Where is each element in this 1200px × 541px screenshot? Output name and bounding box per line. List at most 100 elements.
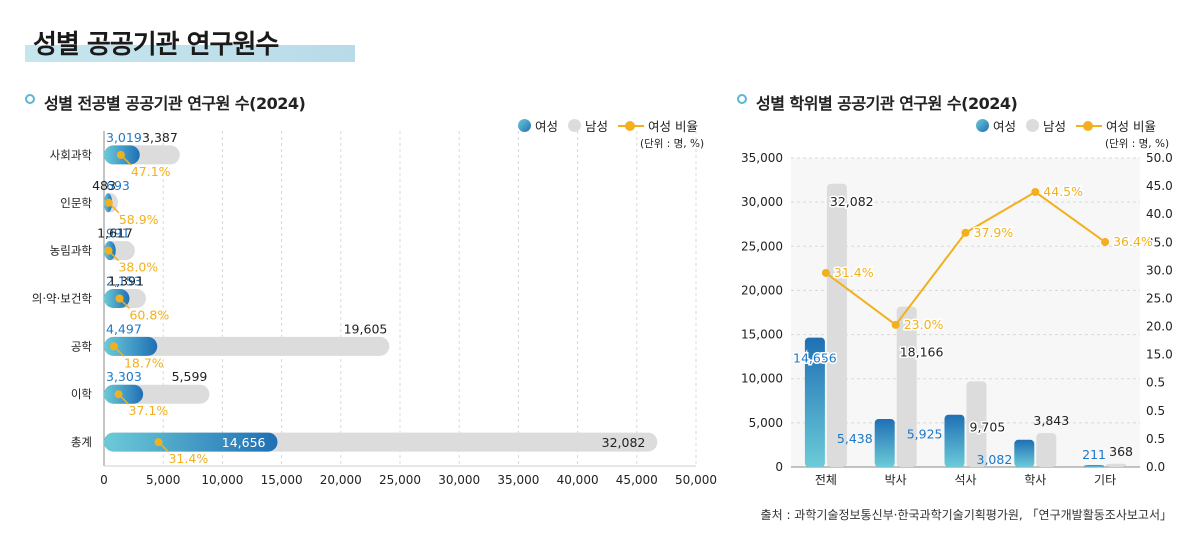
male-swatch-icon (568, 119, 582, 132)
female-bar (944, 414, 965, 467)
category-label: 박사 (885, 473, 907, 487)
ratio-point (154, 438, 163, 447)
female-value-label: 5,438 (837, 431, 873, 446)
y2-tick-label: 40.0 (1146, 207, 1173, 221)
ratio-point (109, 342, 118, 351)
category-label: 농림과학 (50, 244, 93, 258)
y2-tick-label: 0.0 (1146, 460, 1165, 474)
female-value-label: 14,656 (222, 435, 266, 450)
female-bar (1084, 465, 1105, 467)
female-value-label: 4,497 (106, 321, 142, 336)
category-label: 인문학 (60, 196, 92, 210)
section-bullet-icon (25, 94, 35, 104)
x-tick-label: 40,000 (557, 473, 599, 487)
ratio-value-label: 60.8% (129, 308, 169, 323)
ratio-point (116, 150, 125, 159)
title-highlight (25, 45, 355, 62)
y-tick-label: 25,000 (741, 239, 783, 253)
male-bar (1106, 463, 1127, 467)
ratio-value-label: 31.4% (168, 451, 208, 466)
section-bullet-icon (737, 94, 747, 104)
male-value-label: 3,843 (1033, 413, 1069, 428)
male-bar (896, 306, 917, 467)
x-tick-label: 5,000 (146, 473, 180, 487)
category-label: 의·약·보건학 (32, 292, 93, 306)
legend-ratio: 여성 비율 (1076, 116, 1156, 135)
female-bar (104, 384, 144, 404)
legend-female: 여성 (976, 116, 1016, 135)
female-value-label: 3,082 (977, 452, 1013, 467)
y2-tick-label: 25.0 (1146, 291, 1173, 305)
left-unit-label: (단위 : 명, %) (640, 138, 705, 150)
x-tick-label: 10,000 (201, 473, 243, 487)
female-swatch-icon (518, 119, 531, 132)
male-value-label: 32,082 (602, 435, 646, 450)
female-bar (804, 337, 825, 467)
female-value-label: 14,656 (793, 351, 837, 366)
male-bar (104, 336, 390, 356)
y-tick-label: 30,000 (741, 195, 783, 209)
ratio-value-label: 44.5% (1043, 184, 1083, 199)
left-chart-title: 성별 전공별 공공기관 연구원 수(2024) (44, 94, 306, 113)
male-value-label: 1,617 (97, 226, 133, 241)
x-tick-label: 20,000 (320, 473, 362, 487)
category-label: 공학 (71, 339, 93, 353)
y-tick-label: 5,000 (749, 416, 783, 430)
y2-tick-label: 30.0 (1146, 263, 1173, 277)
ratio-point (104, 198, 113, 207)
female-value-label: 2,153 (106, 274, 142, 289)
y2-tick-label: 15.0 (1146, 348, 1173, 362)
male-bar (966, 381, 987, 467)
female-value-label: 991 (106, 226, 130, 241)
female-value-label: 211 (1082, 447, 1106, 462)
ratio-value-label: 47.1% (131, 164, 171, 179)
category-label: 사회과학 (50, 148, 93, 162)
ratio-line-icon (618, 119, 645, 132)
female-value-label: 3,019 (106, 130, 142, 145)
x-tick-label: 30,000 (438, 473, 480, 487)
legend-ratio: 여성 비율 (618, 116, 698, 135)
category-label: 석사 (954, 473, 976, 487)
male-value-label: 5,599 (172, 369, 208, 384)
ratio-value-label: 23.0% (904, 317, 944, 332)
ratio-value-label: 36.4% (1113, 234, 1153, 249)
ratio-point (1101, 238, 1110, 247)
left-legend: 여성 남성 여성 비율 (508, 116, 698, 135)
ratio-point (961, 228, 970, 237)
male-value-label: 19,605 (344, 321, 388, 336)
source-note: 출처 : 과학기술정보통신부·한국과학기술기획평가원, 「연구개발활동조사보고서… (760, 508, 1172, 522)
page-title: 성별 공공기관 연구원수 (33, 30, 279, 60)
ratio-point (821, 268, 830, 277)
male-value-label: 9,705 (970, 419, 1006, 434)
y-tick-label: 15,000 (741, 328, 783, 342)
male-value-label: 1,391 (108, 274, 144, 289)
category-label: 이학 (71, 387, 93, 401)
ratio-point (1031, 187, 1040, 196)
ratio-value-label: 38.0% (118, 260, 158, 275)
female-swatch-icon (976, 119, 989, 132)
female-bar (874, 418, 895, 467)
ratio-point (104, 246, 113, 255)
x-tick-label: 35,000 (497, 473, 539, 487)
y2-tick-label: 45.0 (1146, 179, 1173, 193)
male-bar (826, 183, 847, 467)
y2-tick-label: 0.5 (1146, 376, 1165, 390)
ratio-value-label: 37.9% (974, 225, 1014, 240)
ratio-value-label: 58.9% (119, 212, 159, 227)
y2-tick-label: 0.5 (1146, 404, 1165, 418)
male-swatch-icon (1026, 119, 1040, 132)
y-tick-label: 20,000 (741, 283, 783, 297)
legend-male: 남성 (568, 116, 608, 135)
y2-tick-label: 0.5 (1146, 432, 1165, 446)
male-value-label: 3,387 (142, 130, 178, 145)
x-tick-label: 50,000 (675, 473, 717, 487)
y2-tick-label: 50.0 (1146, 151, 1173, 165)
female-value-label: 5,925 (907, 427, 943, 442)
category-label: 학사 (1024, 473, 1046, 487)
category-label: 전체 (815, 473, 837, 487)
male-value-label: 368 (1109, 444, 1133, 459)
x-tick-label: 15,000 (261, 473, 303, 487)
y2-tick-label: 35.0 (1146, 235, 1173, 249)
